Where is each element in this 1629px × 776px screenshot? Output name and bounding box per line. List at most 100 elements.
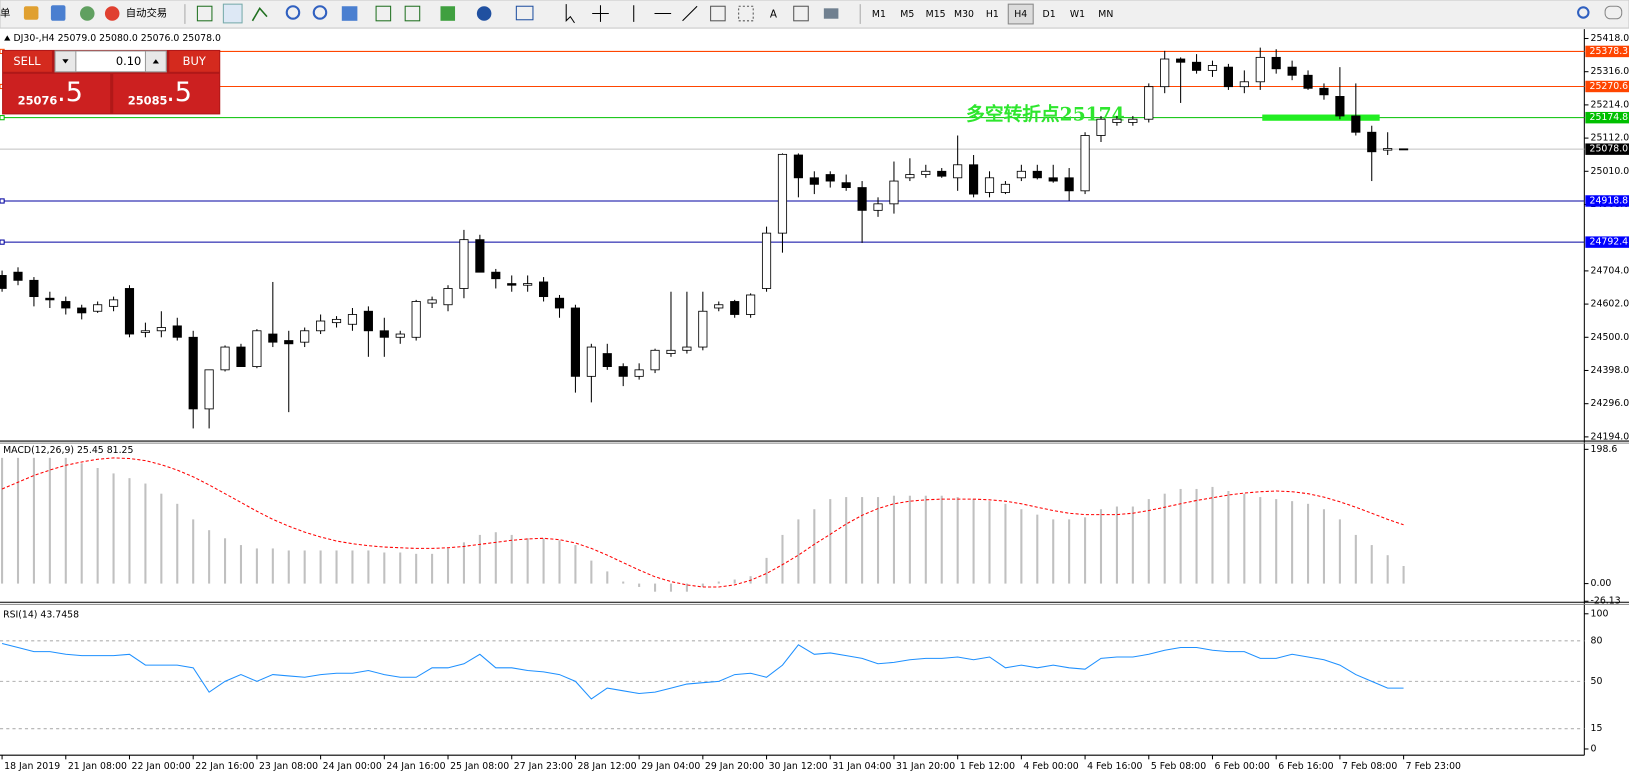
candle-body	[379, 330, 389, 338]
candle-body	[331, 318, 342, 324]
macd-bar	[781, 534, 784, 584]
candle-body	[140, 330, 150, 333]
candle-body	[300, 330, 310, 343]
icon[interactable]	[341, 6, 358, 21]
icon[interactable]	[222, 3, 243, 24]
icon[interactable]	[404, 5, 421, 22]
candle-body	[124, 288, 135, 335]
candle-body	[108, 299, 119, 307]
icon[interactable]	[793, 5, 809, 22]
macd-bar	[813, 509, 816, 584]
time-label: 5 Feb 08:00	[1151, 761, 1206, 772]
rsi-label: RSI(14) 43.7458	[3, 609, 79, 620]
icon[interactable]	[251, 6, 268, 22]
icon[interactable]	[633, 5, 698, 22]
candle-body	[1335, 96, 1345, 117]
candle-body	[857, 187, 867, 211]
buy-label[interactable]: BUY	[183, 54, 206, 68]
macd-bar	[494, 532, 497, 584]
candle-body	[984, 177, 995, 193]
macd-bar	[972, 499, 975, 584]
price-level-label-box	[1585, 45, 1629, 58]
price-level-label-box	[1585, 195, 1629, 207]
icon[interactable]	[592, 5, 609, 22]
macd-bar	[1370, 545, 1373, 584]
timeframe-button[interactable]: MN	[1098, 9, 1113, 20]
rsi-tick-label: 0	[1591, 743, 1597, 754]
macd-bar	[1147, 499, 1150, 584]
candle-body	[1303, 74, 1313, 89]
chart-background	[0, 29, 1629, 776]
menu-fragment[interactable]: 单	[0, 8, 10, 20]
candle-body	[761, 232, 772, 289]
icon[interactable]	[738, 5, 754, 22]
macd-bar	[1195, 488, 1198, 584]
candle-body	[650, 349, 660, 371]
icon[interactable]	[823, 8, 839, 19]
macd-bar	[239, 545, 243, 584]
icon[interactable]	[104, 6, 120, 21]
icon[interactable]	[710, 5, 726, 22]
time-label: 23 Jan 08:00	[259, 761, 318, 772]
candle-body	[1112, 118, 1122, 123]
time-label: 31 Jan 20:00	[896, 761, 955, 772]
text-tool[interactable]: A	[770, 9, 778, 21]
timeframe-button[interactable]: D1	[1043, 9, 1056, 20]
macd-bar	[669, 583, 673, 592]
sell-price-box[interactable]	[3, 73, 111, 114]
search-icon[interactable]	[1577, 6, 1590, 19]
icon[interactable]	[23, 6, 39, 20]
macd-bar	[1338, 519, 1341, 584]
macd-bar	[654, 583, 657, 592]
macd-tick-label: -26.13	[1591, 596, 1621, 607]
chat-icon[interactable]	[1604, 5, 1623, 20]
macd-bar	[765, 557, 768, 584]
timeframe-button[interactable]: H4	[1014, 9, 1027, 20]
auto-trading[interactable]: 自动交易	[126, 7, 167, 20]
lot-value[interactable]: 0.10	[116, 54, 141, 68]
macd-bar	[351, 550, 354, 584]
timeframe-button[interactable]: W1	[1070, 9, 1085, 20]
time-label: 29 Jan 20:00	[705, 761, 764, 772]
icon[interactable]	[196, 5, 213, 22]
candle-body	[252, 330, 262, 367]
macd-bar	[701, 583, 704, 587]
candle-body	[236, 346, 246, 367]
icon[interactable]	[515, 5, 534, 21]
price-level-label-box	[1585, 111, 1629, 124]
macd-bar	[797, 519, 800, 584]
time-label: 4 Feb 16:00	[1087, 761, 1142, 772]
macd-bar	[335, 550, 338, 584]
macd-bar	[526, 538, 529, 584]
price-level-label: 24792.4	[1590, 237, 1629, 248]
candle-body	[554, 297, 565, 309]
candle-body	[395, 333, 405, 338]
timeframe-button[interactable]: M1	[872, 9, 886, 20]
bid-pips: .5	[57, 77, 83, 108]
icon[interactable]	[285, 5, 301, 20]
time-label: 18 Jan 2019	[4, 761, 60, 772]
icon[interactable]	[79, 6, 95, 21]
macd-signal-line	[1, 457, 1404, 588]
icon[interactable]	[50, 5, 66, 21]
candle-body	[204, 369, 214, 410]
candle-body	[602, 353, 612, 367]
icon[interactable]	[375, 5, 392, 22]
candle-body	[1064, 177, 1074, 192]
buy-button[interactable]	[169, 50, 220, 72]
timeframe-button[interactable]: M15	[926, 9, 946, 20]
timeframe-button[interactable]: M30	[954, 9, 974, 20]
sell-button[interactable]	[3, 50, 52, 72]
price-tick-label: 25214.0	[1591, 99, 1629, 110]
icon[interactable]	[476, 6, 492, 21]
price-tick-label: 24194.0	[1591, 431, 1629, 442]
icon[interactable]	[440, 6, 456, 21]
buy-price-box[interactable]	[113, 73, 220, 114]
timeframe-button[interactable]: H1	[986, 9, 999, 20]
candle-body	[507, 283, 517, 286]
icon[interactable]	[565, 4, 575, 24]
macd-bar	[319, 550, 322, 584]
sell-label[interactable]: SELL	[13, 54, 41, 68]
timeframe-button[interactable]: M5	[900, 9, 914, 20]
icon[interactable]	[312, 5, 328, 20]
